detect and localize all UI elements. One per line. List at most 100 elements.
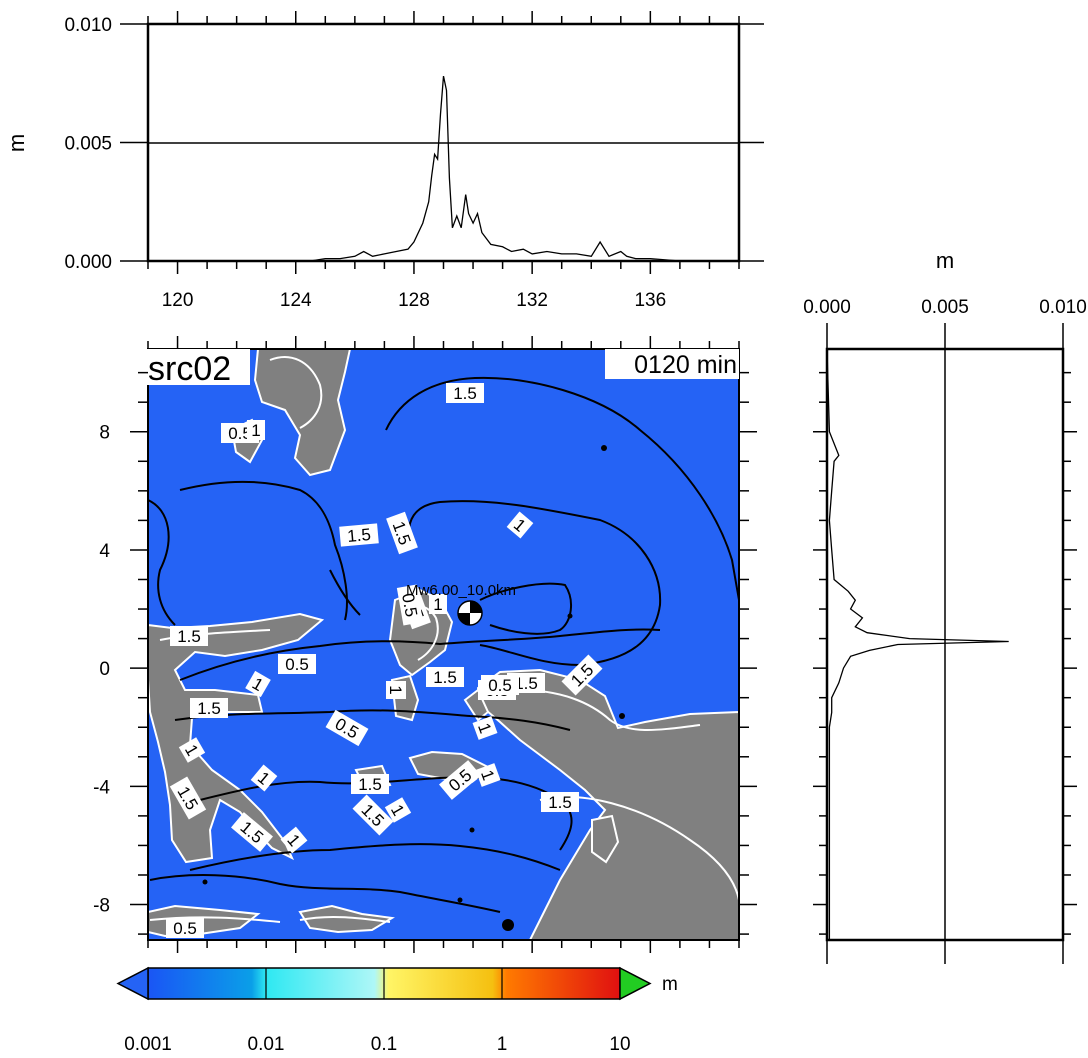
right-profile-x-ticks: 0.000 0.005 0.010 (803, 297, 1087, 964)
contour-label-text: 1.5 (433, 668, 457, 687)
contour-label: 1 (384, 797, 412, 823)
colorbar-tick-label: 0.1 (371, 1034, 397, 1055)
time-label: 0120 min (634, 351, 737, 379)
contour-label: 1 (429, 594, 447, 614)
map-x-ticks (147, 336, 740, 953)
contour-label-box (339, 523, 379, 547)
contour-label-text: 0.5 (228, 424, 252, 443)
colorbar-tick-label: 1 (497, 1034, 508, 1055)
contour-label: 1 (178, 737, 206, 763)
contour-label-box (231, 812, 273, 852)
contour-label-box (396, 584, 424, 626)
contour-label: 1 (472, 716, 498, 740)
contour-label-box (170, 626, 208, 646)
island-dot (202, 879, 208, 885)
map-y-ticks: 8 4 0 -4 -8 (93, 371, 757, 935)
contour-label: 1.5 (190, 698, 228, 718)
time-label-box (605, 349, 739, 379)
contour-label-text: 1.5 (197, 699, 221, 718)
top-y-tick-label: 0.000 (64, 252, 112, 273)
epicenter-label: Mw6.00_10.0km (406, 582, 516, 599)
contour-label-box (245, 670, 271, 698)
contour-label-box (429, 594, 447, 614)
contour-label-box (169, 776, 207, 820)
contour-label-text: 1 (251, 421, 260, 440)
colorbar-tick-label: 0.001 (124, 1034, 172, 1055)
land-aru (591, 814, 620, 864)
contour-label-box (247, 420, 265, 440)
contour-label-box (280, 826, 308, 854)
top-y-tick-label: 0.010 (64, 15, 112, 36)
map-y-tick-label: 4 (99, 541, 110, 562)
island-dot (619, 713, 625, 719)
contour-label-text: 0.5 (285, 655, 309, 674)
colorbar-under-triangle (116, 966, 149, 1001)
contour-label: 1 (506, 511, 534, 539)
contour-label: 1 (247, 420, 265, 440)
island-dot (457, 897, 463, 903)
contour-label-text: 0.5 (398, 592, 421, 619)
white-contour-sulawesi (159, 629, 271, 641)
contour-label-text: 0.5 (173, 919, 197, 938)
contour-label-box (278, 654, 316, 674)
colorbar-over-triangle (619, 966, 652, 1001)
island-dot (502, 919, 514, 931)
right-profile-xlabel: m (936, 248, 954, 273)
right-x-tick-label: 0.000 (803, 297, 851, 318)
contour-label: 1.5 (541, 792, 579, 812)
colorbar-unit: m (662, 974, 678, 995)
contour-label: 1.5 (339, 523, 379, 547)
contour-label: 0.5 (481, 675, 519, 695)
contour-label-box (325, 709, 369, 747)
top-x-tick-label: 128 (398, 290, 430, 311)
source-label: src02 (148, 350, 231, 388)
contour-label-box (446, 383, 484, 403)
island-dot (469, 827, 475, 833)
contour-label-box (541, 792, 579, 812)
top-x-tick-label: 132 (516, 290, 548, 311)
contour-label: 1 (245, 670, 271, 698)
contour-label: 1.5 (351, 774, 389, 794)
contour-label-box (439, 760, 481, 800)
top-y-tick-label: 0.005 (64, 134, 112, 155)
contour-label-box (426, 667, 464, 687)
contour-label-box (384, 797, 412, 823)
contour-label: 1.5 (426, 667, 464, 687)
white-contour-luzon (269, 356, 323, 429)
contour-label-text: 1.5 (548, 793, 572, 812)
contour-label-box (506, 511, 534, 539)
white-contour-timor (299, 915, 391, 923)
contour-label: 0.5 (166, 918, 204, 938)
top-profile-ylabel: m (4, 134, 29, 152)
contour-west (148, 499, 176, 626)
contour-label-text: 0.5 (488, 676, 512, 695)
contour-label-text: 1 (386, 685, 405, 694)
top-profile-x-ticks: 120 124 128 132 136 (147, 11, 740, 311)
island-dot (567, 613, 573, 619)
contour-sangihe (329, 569, 361, 616)
colorbar-dividers (265, 968, 503, 999)
contour-label: 1.5 (170, 626, 208, 646)
contour-label: 1 (386, 681, 406, 699)
black-contours (148, 376, 739, 913)
contour-south (189, 843, 561, 871)
contour-equatorial (179, 628, 661, 681)
land-bird-head (463, 688, 490, 722)
island-dot (601, 445, 607, 451)
contour-label: 1 (280, 826, 308, 854)
land-timor (298, 904, 395, 934)
contour-label-box (178, 737, 206, 763)
map-y-tick-label: -4 (93, 777, 110, 798)
contour-label: 1.5 (446, 383, 484, 403)
map-y-tick-label: 8 (99, 423, 110, 444)
contour-label-box (190, 698, 228, 718)
contour-label-text: 1 (433, 595, 442, 614)
contour-label-box (475, 763, 501, 787)
right-x-tick-label: 0.005 (921, 297, 969, 318)
top-profile-y-ticks: 0.010 0.005 0.000 (64, 15, 764, 273)
contour-inner-ring (479, 582, 572, 635)
contour-label-text: 1.5 (358, 775, 382, 794)
land-new-guinea (476, 668, 739, 940)
map-y-tick-label: -8 (93, 896, 110, 917)
contour-label-text: 1.5 (177, 627, 201, 646)
